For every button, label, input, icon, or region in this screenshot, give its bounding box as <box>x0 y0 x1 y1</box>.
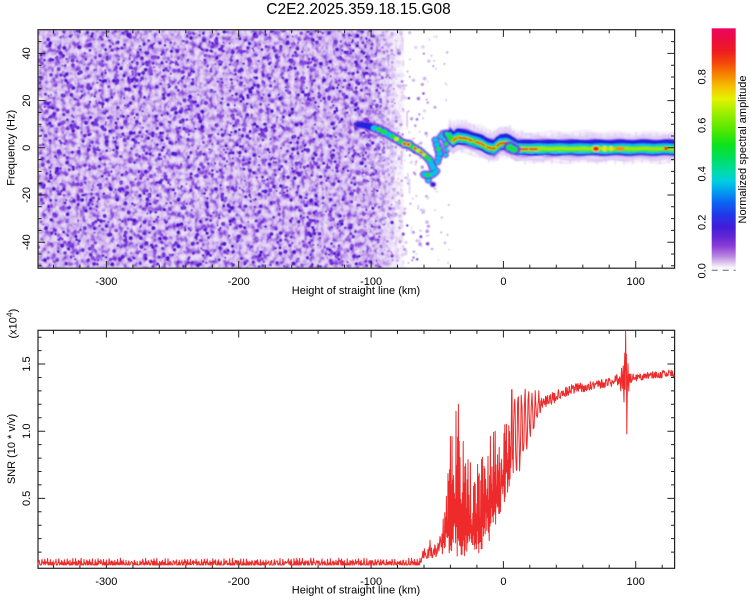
svg-text:-200: -200 <box>228 576 250 588</box>
svg-text:-100: -100 <box>360 576 382 588</box>
svg-text:Normalized spectral amplitude: Normalized spectral amplitude <box>737 76 749 224</box>
svg-text:(x104): (x104) <box>5 309 20 339</box>
svg-text:100: 100 <box>627 276 645 288</box>
svg-text:-40: -40 <box>21 234 33 250</box>
svg-text:0.0: 0.0 <box>697 263 709 278</box>
svg-text:0.6: 0.6 <box>697 118 709 133</box>
svg-text:0.5: 0.5 <box>21 491 33 506</box>
svg-text:0: 0 <box>21 145 33 151</box>
svg-text:0: 0 <box>500 576 506 588</box>
svg-text:100: 100 <box>627 576 645 588</box>
svg-text:1.0: 1.0 <box>21 424 33 439</box>
svg-text:-20: -20 <box>21 187 33 203</box>
svg-text:0.4: 0.4 <box>697 166 709 181</box>
svg-text:1.5: 1.5 <box>21 356 33 371</box>
svg-text:40: 40 <box>21 47 33 59</box>
svg-text:20: 20 <box>21 94 33 106</box>
svg-text:Height of straight line (km): Height of straight line (km) <box>292 285 420 297</box>
svg-text:0.2: 0.2 <box>697 215 709 230</box>
svg-text:Height of straight line (km): Height of straight line (km) <box>292 585 420 597</box>
svg-text:-300: -300 <box>95 276 117 288</box>
svg-text:Frequency (Hz): Frequency (Hz) <box>6 110 18 186</box>
svg-text:0.8: 0.8 <box>697 69 709 84</box>
svg-text:-200: -200 <box>228 276 250 288</box>
svg-text:-300: -300 <box>95 576 117 588</box>
svg-text:C2E2.2025.359.18.15.G08: C2E2.2025.359.18.15.G08 <box>266 1 450 18</box>
svg-text:SNR (10 * v/v): SNR (10 * v/v) <box>6 414 18 484</box>
svg-text:-100: -100 <box>360 276 382 288</box>
svg-text:0: 0 <box>500 276 506 288</box>
